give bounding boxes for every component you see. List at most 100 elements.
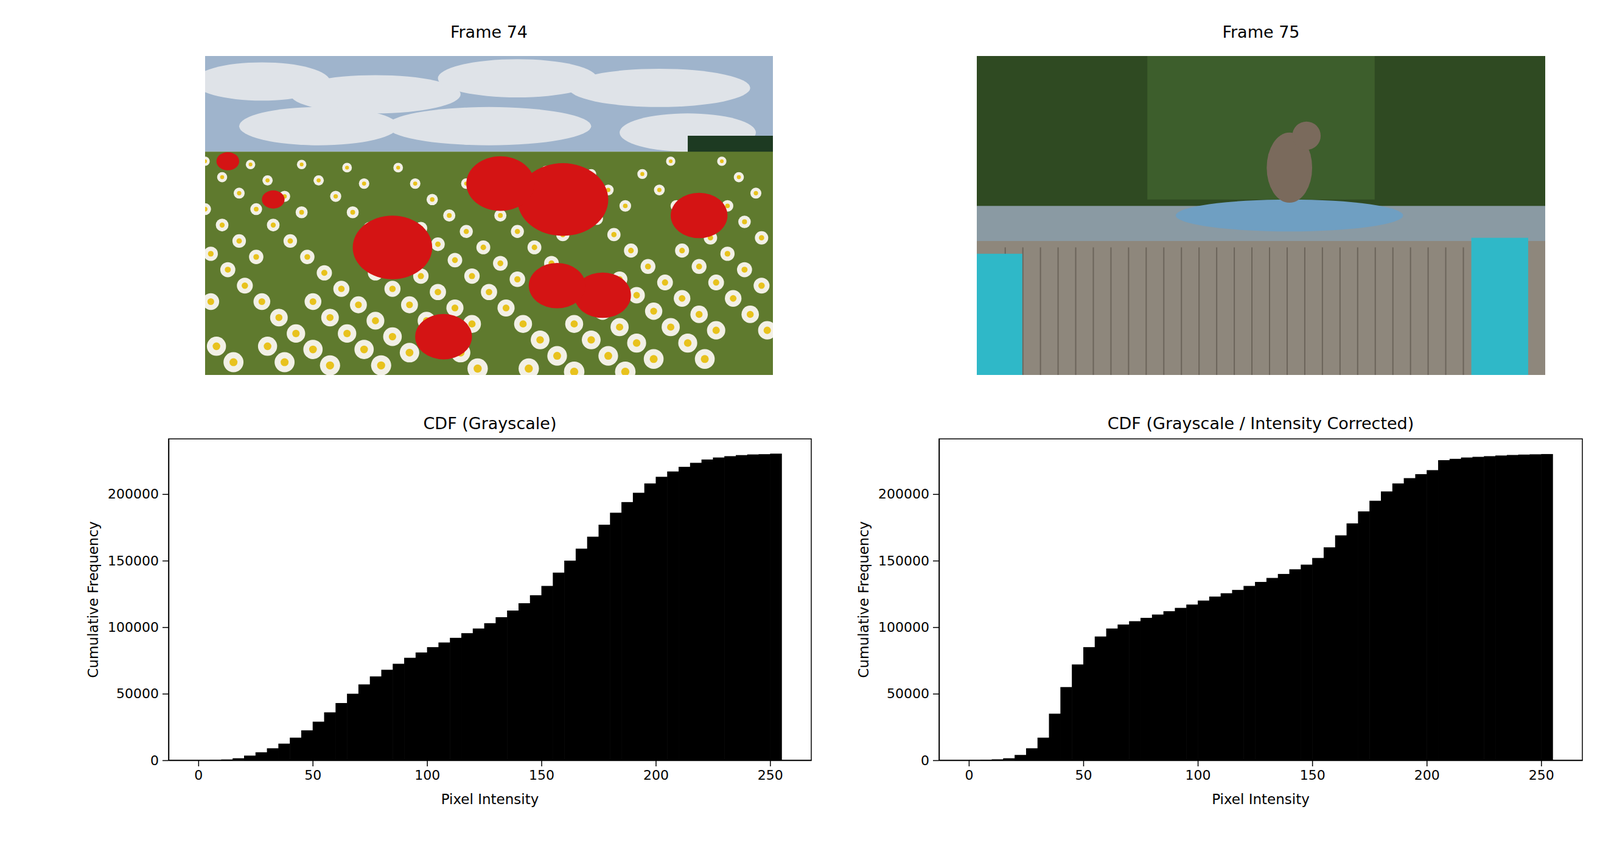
daisy: [643, 349, 664, 370]
daisy: [738, 215, 752, 229]
bar: [1266, 577, 1279, 761]
bar: [1128, 621, 1141, 761]
daisy-center: [729, 295, 737, 302]
daisy-center: [712, 326, 720, 335]
daisy: [399, 342, 420, 363]
bar: [655, 476, 668, 761]
plank: [1251, 247, 1253, 375]
daisy-center: [388, 332, 397, 341]
bar: [678, 466, 691, 761]
daisy-center: [695, 310, 703, 318]
bar: [415, 652, 428, 761]
plank: [1057, 247, 1059, 375]
bar: [278, 743, 290, 761]
daisy-center: [746, 310, 754, 318]
x-tick-label: 50: [304, 767, 322, 783]
plank: [1427, 247, 1429, 375]
daisy: [654, 184, 666, 196]
daisy-center: [208, 250, 214, 257]
daisy: [459, 225, 473, 238]
plank: [1075, 247, 1077, 375]
y-axis: 050000100000150000200000: [878, 439, 940, 769]
daisy: [446, 299, 464, 317]
bar: [1289, 569, 1302, 761]
daisy-center: [434, 288, 442, 296]
daisy-center: [309, 345, 318, 354]
daisy: [258, 336, 277, 356]
daisy-center: [701, 354, 710, 363]
daisy: [303, 339, 323, 360]
image-title: Frame 75: [1222, 22, 1300, 42]
daisy-center: [662, 279, 669, 286]
bar: [518, 603, 531, 761]
daisy: [598, 345, 618, 366]
daisy: [371, 355, 392, 375]
bar: [1049, 713, 1061, 761]
daisy: [329, 190, 341, 202]
y-tick: 50000: [116, 685, 169, 702]
plank: [1357, 247, 1359, 375]
bin-lid-blue: [1175, 199, 1404, 232]
daisy: [690, 305, 708, 324]
bar: [1529, 454, 1541, 761]
daisy-center: [219, 222, 225, 228]
bar: [552, 572, 565, 761]
daisy-center: [519, 320, 528, 328]
y-tick: 150000: [107, 553, 169, 569]
daisy: [509, 271, 526, 288]
daisy-center: [633, 292, 641, 299]
daisy: [661, 318, 680, 337]
daisy-center: [536, 335, 544, 344]
daisy: [383, 327, 403, 347]
daisy: [547, 345, 567, 366]
daisy: [640, 259, 656, 274]
daisy-center: [389, 285, 397, 293]
bar: [1506, 454, 1519, 761]
daisy: [359, 178, 370, 189]
plank: [1145, 247, 1147, 375]
bar: [380, 669, 393, 761]
daisy: [492, 256, 508, 271]
y-tick: 200000: [878, 486, 940, 502]
field: [205, 151, 773, 375]
bar: [598, 524, 611, 761]
daisy: [695, 349, 716, 370]
sign: [1471, 237, 1529, 375]
x-tick-mark: [968, 760, 971, 767]
y-tick-label: 150000: [878, 553, 930, 569]
x-tick: 0: [194, 760, 203, 783]
daisy-center: [333, 194, 338, 199]
plank: [1198, 247, 1200, 375]
bar: [1186, 604, 1198, 761]
daisy: [346, 206, 360, 219]
daisy: [349, 296, 367, 314]
bar: [621, 502, 633, 761]
bar: [530, 595, 542, 761]
x-axis-title: Pixel Intensity: [1211, 791, 1310, 807]
bar: [1254, 581, 1267, 761]
daisy-center: [649, 307, 657, 315]
y-tick-label: 0: [150, 752, 159, 769]
daisy: [691, 259, 706, 274]
bar: [1449, 458, 1462, 761]
bar: [461, 632, 473, 761]
daisy-center: [326, 314, 334, 322]
daisy: [758, 321, 773, 340]
y-tick-mark: [162, 560, 169, 562]
x-tick-label: 250: [757, 767, 784, 783]
daisy-center: [632, 338, 641, 347]
daisy-center: [725, 203, 731, 209]
daisy: [286, 324, 305, 343]
bar: [1357, 511, 1370, 761]
daisy-center: [679, 247, 685, 254]
bar: [392, 663, 405, 761]
x-tick-label: 0: [964, 767, 974, 783]
daisy-center: [371, 317, 380, 325]
chart-title: CDF (Grayscale): [423, 413, 557, 433]
daisy: [737, 262, 753, 278]
bar: [758, 454, 771, 761]
daisy-center: [645, 263, 652, 270]
x-tick: 100: [414, 760, 441, 783]
bar: [1472, 457, 1484, 761]
daisy-center: [649, 354, 658, 363]
